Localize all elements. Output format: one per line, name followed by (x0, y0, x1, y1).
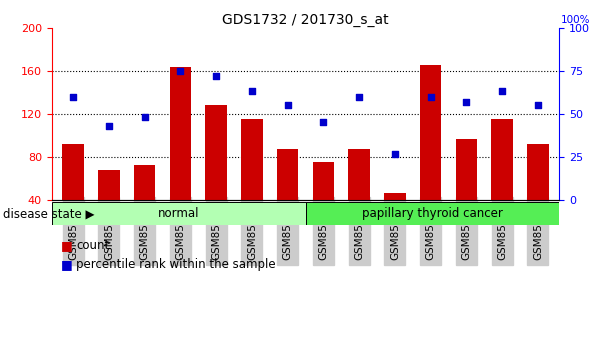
Point (176, 68, 185, 73)
Point (354, 94, 364, 99)
Point (68, 94, 78, 99)
Bar (313, 162, 334, 200)
Bar (384, 193, 406, 200)
Point (247, 89, 257, 94)
Bar (305, 202, 559, 225)
Bar (420, 65, 441, 200)
Bar (491, 119, 513, 200)
Bar (455, 139, 477, 200)
Text: 100%: 100% (561, 15, 590, 25)
Text: ■: ■ (61, 258, 72, 272)
Bar (348, 149, 370, 200)
Text: percentile rank within the sample: percentile rank within the sample (76, 258, 275, 272)
Bar (98, 170, 120, 200)
Bar (63, 144, 84, 200)
Point (497, 89, 507, 94)
Bar (241, 119, 263, 200)
Point (390, 151, 400, 156)
Bar (277, 149, 299, 200)
Text: papillary thyroid cancer: papillary thyroid cancer (362, 207, 503, 220)
Bar (170, 68, 191, 200)
Bar (134, 165, 156, 200)
Point (140, 115, 150, 120)
Point (426, 94, 435, 99)
Point (283, 102, 292, 108)
Text: count: count (76, 239, 109, 253)
Point (104, 123, 114, 129)
Point (461, 99, 471, 105)
Bar (52, 202, 305, 225)
Title: GDS1732 / 201730_s_at: GDS1732 / 201730_s_at (222, 12, 389, 27)
Point (319, 120, 328, 125)
Point (211, 73, 221, 79)
Point (533, 102, 543, 108)
Text: normal: normal (158, 207, 199, 220)
Text: ■: ■ (61, 239, 72, 253)
Bar (527, 144, 548, 200)
Text: disease state ▶: disease state ▶ (3, 207, 94, 220)
Bar (206, 105, 227, 200)
